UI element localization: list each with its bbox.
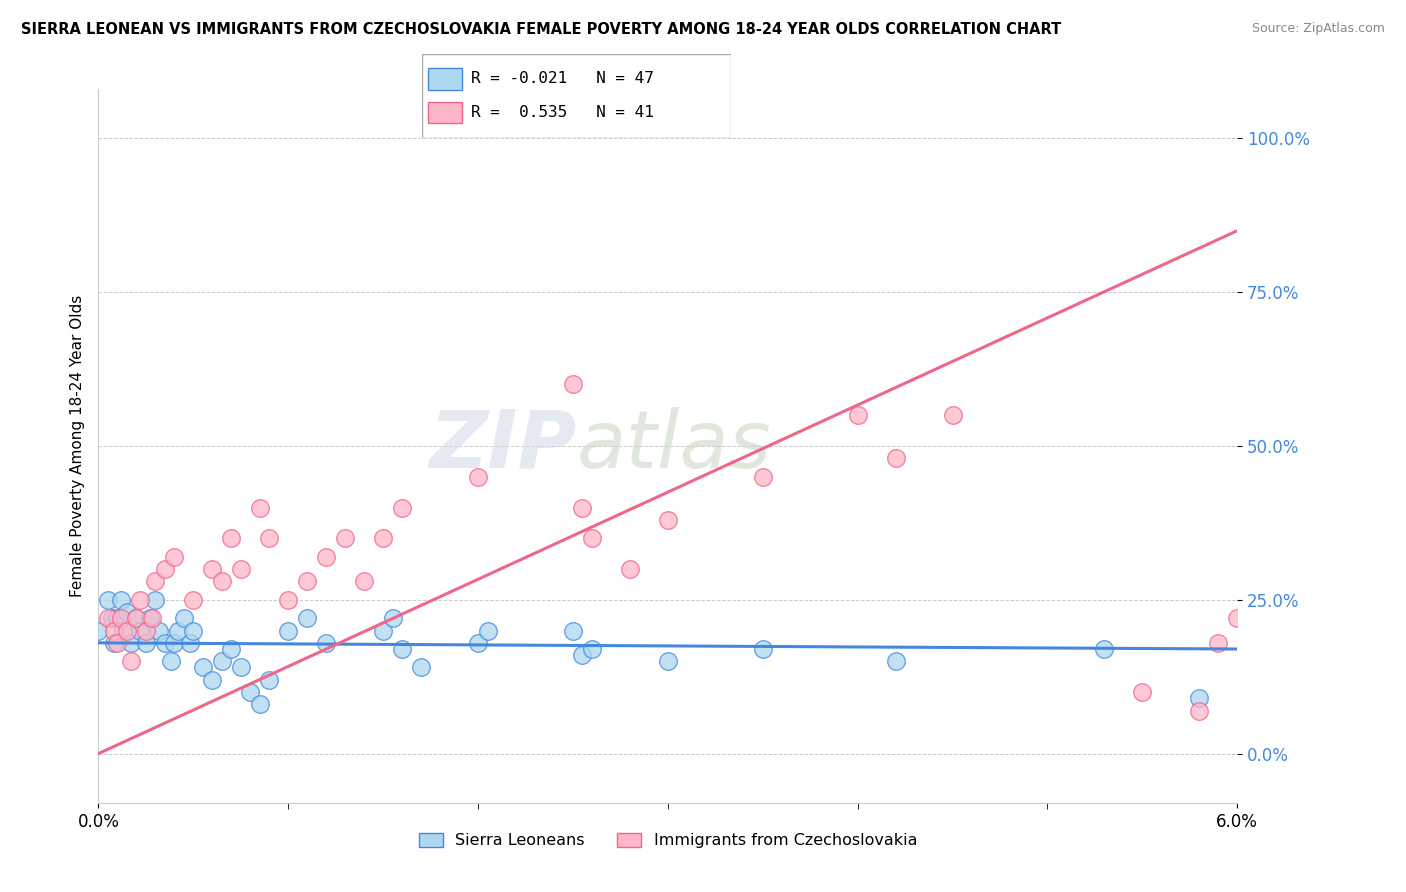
Point [371,624,394,638]
Point [1208,636,1230,650]
Point [229,562,252,576]
Point [561,377,585,392]
Point [561,624,585,638]
Point [297,611,319,625]
Point [219,642,243,657]
Point [191,660,214,674]
Point [110,611,132,625]
Point [115,605,138,619]
Point [163,549,186,564]
Text: ZIP: ZIP [429,407,576,485]
Point [125,611,148,625]
Point [315,636,337,650]
Legend: Sierra Leoneans, Immigrants from Czechoslovakia: Sierra Leoneans, Immigrants from Czechos… [419,833,917,848]
Point [211,654,233,668]
Point [657,654,679,668]
Point [107,611,129,625]
Point [259,673,281,687]
Point [115,624,138,638]
FancyBboxPatch shape [422,54,731,138]
Point [335,531,357,545]
Point [129,592,152,607]
Point [148,624,170,638]
Point [138,611,160,625]
Point [120,636,142,650]
Point [315,549,337,564]
Point [125,611,148,625]
Y-axis label: Female Poverty Among 18-24 Year Olds: Female Poverty Among 18-24 Year Olds [69,295,84,597]
Point [103,636,125,650]
Point [391,642,413,657]
Point [571,648,593,662]
Point [571,500,593,515]
Point [153,562,176,576]
Text: SIERRA LEONEAN VS IMMIGRANTS FROM CZECHOSLOVAKIA FEMALE POVERTY AMONG 18-24 YEAR: SIERRA LEONEAN VS IMMIGRANTS FROM CZECHO… [21,22,1062,37]
Point [884,654,907,668]
Point [141,611,163,625]
Point [163,636,186,650]
Point [97,592,120,607]
Point [884,451,907,466]
Point [153,636,176,650]
Text: R = -0.021   N = 47: R = -0.021 N = 47 [471,71,654,87]
Point [1094,642,1116,657]
Point [103,624,125,638]
Point [87,624,110,638]
Bar [427,69,463,89]
Point [297,574,319,589]
Point [1226,611,1249,625]
Point [277,592,299,607]
Point [371,531,394,545]
Point [277,624,299,638]
Point [159,654,181,668]
Point [259,531,281,545]
Point [846,409,869,423]
Bar [427,103,463,123]
Point [145,592,166,607]
Point [752,642,775,657]
Point [1188,704,1211,718]
Point [391,500,413,515]
Point [135,624,157,638]
Point [467,636,489,650]
Point [381,611,404,625]
Point [100,611,122,625]
Point [1188,691,1211,706]
Point [1130,685,1153,699]
Point [110,592,132,607]
Text: R =  0.535   N = 41: R = 0.535 N = 41 [471,105,654,120]
Point [619,562,641,576]
Point [581,531,603,545]
Point [129,624,152,638]
Point [249,500,271,515]
Point [239,685,262,699]
Point [942,409,965,423]
Point [135,636,157,650]
Point [657,513,679,527]
Point [353,574,375,589]
Point [179,636,201,650]
Point [229,660,252,674]
Text: atlas: atlas [576,407,772,485]
Point [249,698,271,712]
Point [183,592,205,607]
Point [173,611,195,625]
Point [112,624,135,638]
Point [145,574,166,589]
Point [477,624,499,638]
Point [201,562,224,576]
Point [167,624,190,638]
Point [120,654,142,668]
Point [201,673,224,687]
Point [581,642,603,657]
Point [467,469,489,483]
Point [107,636,129,650]
Point [183,624,205,638]
Point [97,611,120,625]
Text: Source: ZipAtlas.com: Source: ZipAtlas.com [1251,22,1385,36]
Point [211,574,233,589]
Point [219,531,243,545]
Point [752,469,775,483]
Point [411,660,433,674]
